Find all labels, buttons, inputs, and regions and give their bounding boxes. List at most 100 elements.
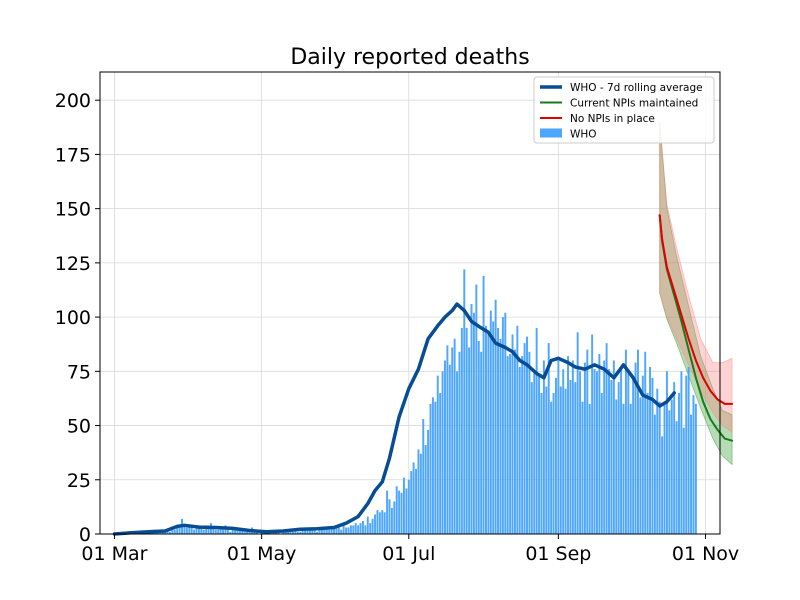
bar <box>439 393 442 534</box>
bar <box>694 403 697 534</box>
bar <box>311 529 314 534</box>
bar <box>673 382 676 534</box>
bar <box>337 527 340 534</box>
bar <box>487 332 490 534</box>
bar <box>405 488 408 534</box>
bar <box>347 527 350 534</box>
bar <box>504 312 507 534</box>
y-tick-label: 75 <box>67 361 91 383</box>
bar <box>222 529 224 534</box>
bar <box>685 375 688 534</box>
bar <box>653 414 656 534</box>
bar <box>217 529 220 534</box>
bar <box>492 321 495 534</box>
bar <box>171 529 174 534</box>
bar <box>301 529 304 534</box>
legend-box <box>533 76 715 144</box>
bar <box>680 371 683 534</box>
bar <box>371 518 374 534</box>
x-tick-label: 01 Nov <box>672 543 739 565</box>
y-tick-label: 175 <box>55 144 91 166</box>
bar <box>436 375 439 534</box>
bar <box>422 419 425 534</box>
bar <box>241 529 244 534</box>
bar <box>386 490 389 534</box>
bar <box>456 371 459 534</box>
y-tick-label: 100 <box>55 307 91 329</box>
bar <box>231 529 234 534</box>
bar <box>540 393 543 534</box>
bar <box>542 360 545 534</box>
bar <box>668 410 671 534</box>
bar <box>335 527 338 534</box>
bar <box>632 377 635 534</box>
bar <box>576 332 579 534</box>
uncertainty-band <box>659 121 733 433</box>
bar <box>562 369 565 534</box>
bar <box>183 525 186 534</box>
bar <box>169 531 171 534</box>
bar <box>465 327 468 534</box>
bar <box>620 366 623 534</box>
bar <box>236 529 239 534</box>
bar <box>596 371 598 534</box>
bar <box>212 527 215 534</box>
bar <box>349 525 352 534</box>
bar <box>419 453 422 534</box>
bar <box>579 371 582 534</box>
y-axis: 0 25 50 75 100 125 150 175 200 <box>55 90 100 546</box>
bar <box>533 371 536 534</box>
bar <box>287 531 290 534</box>
bar <box>415 468 417 534</box>
bar <box>501 317 504 534</box>
bar <box>463 269 466 534</box>
bar <box>398 490 401 534</box>
bar <box>451 347 454 534</box>
bar <box>234 527 237 534</box>
bar <box>552 393 555 534</box>
bar <box>403 477 405 534</box>
bar <box>410 471 413 534</box>
bar <box>506 356 509 534</box>
bar <box>381 510 384 534</box>
bar <box>571 360 574 534</box>
bar <box>178 525 181 534</box>
bar <box>603 360 606 534</box>
bar <box>690 414 693 534</box>
bar <box>193 529 196 534</box>
bar <box>624 349 627 534</box>
bar <box>441 371 444 534</box>
bar <box>357 525 360 534</box>
bar <box>475 284 478 534</box>
bar <box>545 386 548 534</box>
bar <box>485 325 487 534</box>
legend-label: WHO - 7d rolling average <box>570 82 703 94</box>
bar <box>622 403 625 534</box>
x-tick-label: 01 Mar <box>81 543 147 565</box>
bar <box>207 527 210 534</box>
bar <box>255 531 258 534</box>
bar <box>528 351 531 534</box>
bar <box>369 523 372 534</box>
bar <box>427 429 430 534</box>
bar <box>161 531 164 534</box>
bar <box>304 529 307 534</box>
bar <box>513 349 516 534</box>
bar <box>376 510 379 534</box>
bar <box>219 527 222 534</box>
bar <box>593 369 596 534</box>
bar <box>600 393 603 534</box>
bar <box>605 343 608 534</box>
bar <box>480 351 483 534</box>
bar <box>687 366 690 534</box>
bar <box>434 401 437 534</box>
legend-label: No NPIs in place <box>570 113 655 125</box>
y-tick-label: 150 <box>55 199 91 221</box>
bar <box>417 449 420 534</box>
bar <box>361 520 364 534</box>
y-tick-label: 25 <box>67 470 91 492</box>
bar <box>477 340 480 534</box>
bar <box>535 327 538 534</box>
bar <box>494 299 497 534</box>
bar <box>330 527 333 534</box>
